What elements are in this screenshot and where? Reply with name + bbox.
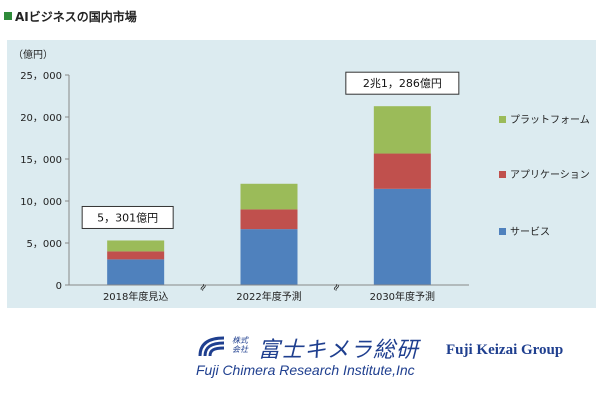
y-tick-label: 25，000 — [20, 71, 62, 82]
total-callout-box — [345, 71, 460, 95]
total-callout-label: 5，301億円 — [97, 211, 158, 224]
branding: 株式 会社 富士キメラ総研 Fuji Chimera Research Insti… — [196, 332, 596, 382]
bar-segment-1-cat-1 — [107, 259, 165, 285]
page-title: AIビジネスの国内市場 — [4, 8, 137, 25]
bar-segment-3-cat-1 — [107, 240, 165, 252]
bar-segment-2-cat-2 — [240, 209, 298, 230]
brand-small-line-0: 株式 — [232, 336, 248, 345]
brand-small-line: 株式 会社 — [232, 336, 248, 354]
chart-panel: （億円） 0 5，000 10，000 15，000 20，000 25，000 2018… — [7, 40, 596, 308]
brand-small-line-1: 会社 — [232, 345, 248, 354]
axis-break-mark: ≈ — [197, 281, 211, 294]
brand-jp-name: 富士キメラ総研 — [258, 338, 420, 363]
bar-segment-2-cat-3 — [373, 153, 431, 189]
bar-segment-1-cat-2 — [240, 229, 298, 285]
brand-small-label: 株式 会社 — [232, 336, 248, 354]
total-callouts: 5，301億円 2兆1，286億円 — [81, 71, 460, 229]
x-category-label: 2018年度見込 — [103, 290, 168, 303]
total-callout-label: 2兆1，286億円 — [363, 77, 442, 90]
legend-swatch — [499, 228, 506, 235]
stacked-bar-chart: （億円） 0 5，000 10，000 15，000 20，000 25，000 2018… — [13, 48, 590, 303]
bar-segment-1-cat-3 — [373, 188, 431, 285]
legend-label: サービス — [510, 226, 550, 238]
x-axis: 2018年度見込 2022年度予測 2030年度予測 ≈ ≈ — [69, 281, 469, 303]
bars — [107, 106, 431, 285]
y-axis: 0 5，000 10，000 15，000 20，000 25，000 — [20, 71, 70, 292]
legend-label: アプリケーション — [510, 169, 590, 181]
bar-segment-3-cat-2 — [240, 183, 298, 210]
y-tick-label: 0 — [56, 281, 62, 292]
title-bullet-icon — [4, 12, 12, 20]
page-title-text: AIビジネスの国内市場 — [15, 10, 137, 24]
x-category-label: 2030年度予測 — [370, 290, 435, 303]
y-tick-label: 15，000 — [20, 155, 62, 166]
bar-segment-2-cat-1 — [107, 251, 165, 260]
y-unit-label: （億円） — [13, 48, 53, 61]
bar-segment-3-cat-3 — [373, 106, 431, 154]
fuji-chimera-logo-icon — [198, 336, 225, 357]
axis-break-mark: ≈ — [330, 281, 344, 294]
y-tick-label: 10，000 — [20, 197, 62, 208]
legend-swatch — [499, 116, 506, 123]
legend-label: プラットフォーム — [510, 114, 590, 126]
brand-en-name: Fuji Chimera Research Institute,Inc — [196, 362, 415, 378]
y-tick-label: 20，000 — [20, 113, 62, 124]
total-callout-box — [81, 205, 174, 229]
y-tick-label: 5，000 — [27, 239, 62, 250]
legend-swatch — [499, 171, 506, 178]
x-category-label: 2022年度予測 — [236, 290, 301, 303]
brand-group-name: Fuji Keizai Group — [446, 342, 564, 358]
